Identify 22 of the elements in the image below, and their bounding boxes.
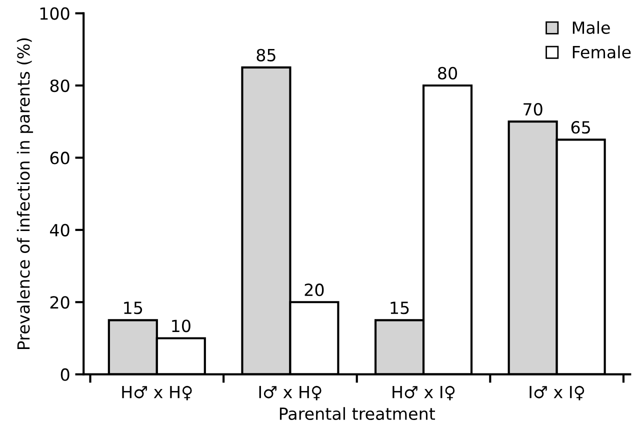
data-label: 85	[256, 48, 276, 62]
data-label: 20	[304, 284, 324, 296]
y-tick-label: 60	[50, 152, 70, 164]
y-tick-label: 0	[60, 368, 70, 381]
data-label: 70	[524, 102, 542, 116]
y-tick-label: 80	[50, 79, 70, 92]
data-label: 10	[172, 320, 190, 332]
x-tick-label: H♂ x I♀	[392, 386, 455, 400]
legend-label: Male	[572, 21, 610, 34]
y-axis-title: Prevalence of infection in parents (%)	[16, 38, 34, 350]
x-tick-label: I♂ x H♀	[259, 386, 322, 400]
x-tick-label: H♂ x H♀	[122, 386, 192, 400]
data-label: 15	[124, 302, 142, 314]
x-axis-title: Parental treatment	[280, 407, 436, 420]
y-tick-label: 40	[50, 224, 70, 236]
legend-label: Female	[572, 46, 631, 58]
x-tick-label: I♂ x I♀	[530, 386, 584, 400]
y-tick-label: 20	[50, 296, 70, 309]
data-label: 65	[571, 121, 590, 134]
y-tick-label: 100	[40, 7, 70, 20]
data-label: 15	[390, 302, 409, 314]
data-label: 80	[438, 66, 458, 80]
